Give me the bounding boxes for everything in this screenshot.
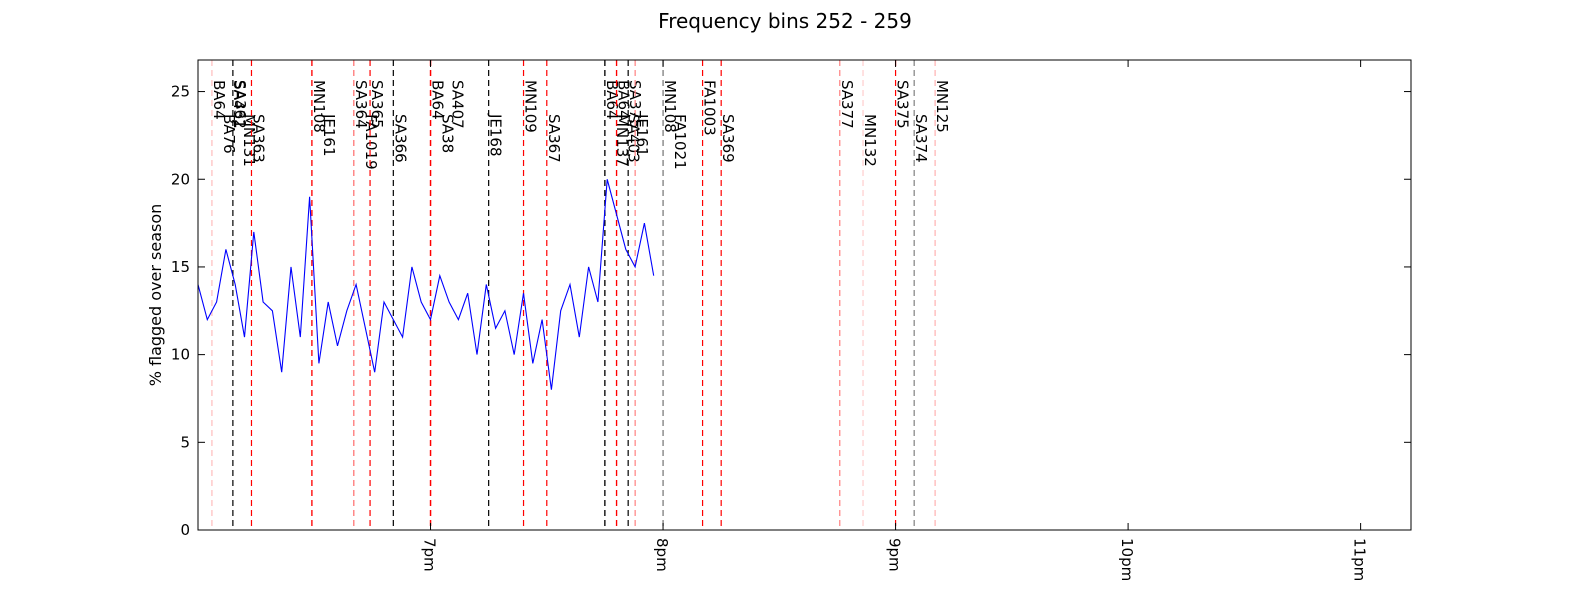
marker-label: BA64 — [210, 80, 228, 120]
marker-label: JE168 — [487, 113, 505, 157]
marker-label: JE161 — [320, 113, 338, 157]
y-tick-label: 25 — [171, 83, 190, 101]
y-axis-ticks: 0 5 10 15 20 25 — [171, 83, 1411, 539]
marker-label: SA364 — [352, 80, 370, 129]
x-tick-label: 11pm — [1351, 538, 1369, 581]
marker-label: MN108 — [661, 80, 679, 133]
y-tick-label: 20 — [171, 170, 190, 188]
marker-label: MN125 — [933, 80, 951, 133]
marker-label: SA362 — [231, 80, 249, 129]
marker-label: MN132 — [861, 114, 879, 167]
y-tick-label: 0 — [180, 521, 190, 539]
marker-label: SA363 — [249, 114, 267, 163]
marker-label: MN108 — [310, 80, 328, 133]
marker-label: SA407 — [449, 80, 467, 129]
marker-label: JE161 — [633, 113, 651, 157]
x-tick-label: 10pm — [1118, 538, 1136, 581]
plot-frame — [197, 59, 1412, 531]
marker-label: BA64 — [429, 80, 447, 120]
marker-label: SA365 — [368, 80, 386, 129]
marker-label: SA374 — [912, 114, 930, 163]
marker-label: SA403 — [625, 114, 643, 163]
y-axis-label: % flagged over season — [146, 204, 165, 387]
marker-label: FA1003 — [701, 80, 719, 136]
marker-label: BA64 — [615, 80, 633, 120]
data-series-line — [197, 179, 655, 390]
y-tick-label: 10 — [171, 346, 190, 364]
marker-label: SA431 — [230, 80, 248, 129]
marker-label: MN131 — [240, 114, 258, 167]
marker-label: SA369 — [719, 114, 737, 163]
marker-label: SA375 — [894, 80, 912, 129]
x-tick-label: 9pm — [886, 538, 904, 572]
y-tick-label: 5 — [180, 433, 190, 451]
marker-lines: BA64BA76SA431MN131SA362SA363MN108JE161SA… — [210, 60, 951, 530]
marker-label: FA1019 — [362, 114, 380, 170]
x-tick-label: 7pm — [421, 538, 439, 572]
marker-label: SA366 — [391, 114, 409, 163]
chart-title: Frequency bins 252 - 259 — [658, 9, 912, 33]
marker-label: BA64 — [603, 80, 621, 120]
marker-label: SA38 — [439, 114, 457, 153]
x-tick-label: 8pm — [653, 538, 671, 572]
x-axis-ticks: 7pm 8pm 9pm 10pm 11pm — [421, 60, 1369, 581]
y-tick-label: 15 — [171, 258, 190, 276]
marker-label: MN137 — [613, 114, 631, 167]
marker-label: MN109 — [522, 80, 540, 133]
marker-label: SA377 — [838, 80, 856, 129]
marker-label: FA1021 — [671, 114, 689, 170]
marker-label: SA367 — [545, 114, 563, 163]
